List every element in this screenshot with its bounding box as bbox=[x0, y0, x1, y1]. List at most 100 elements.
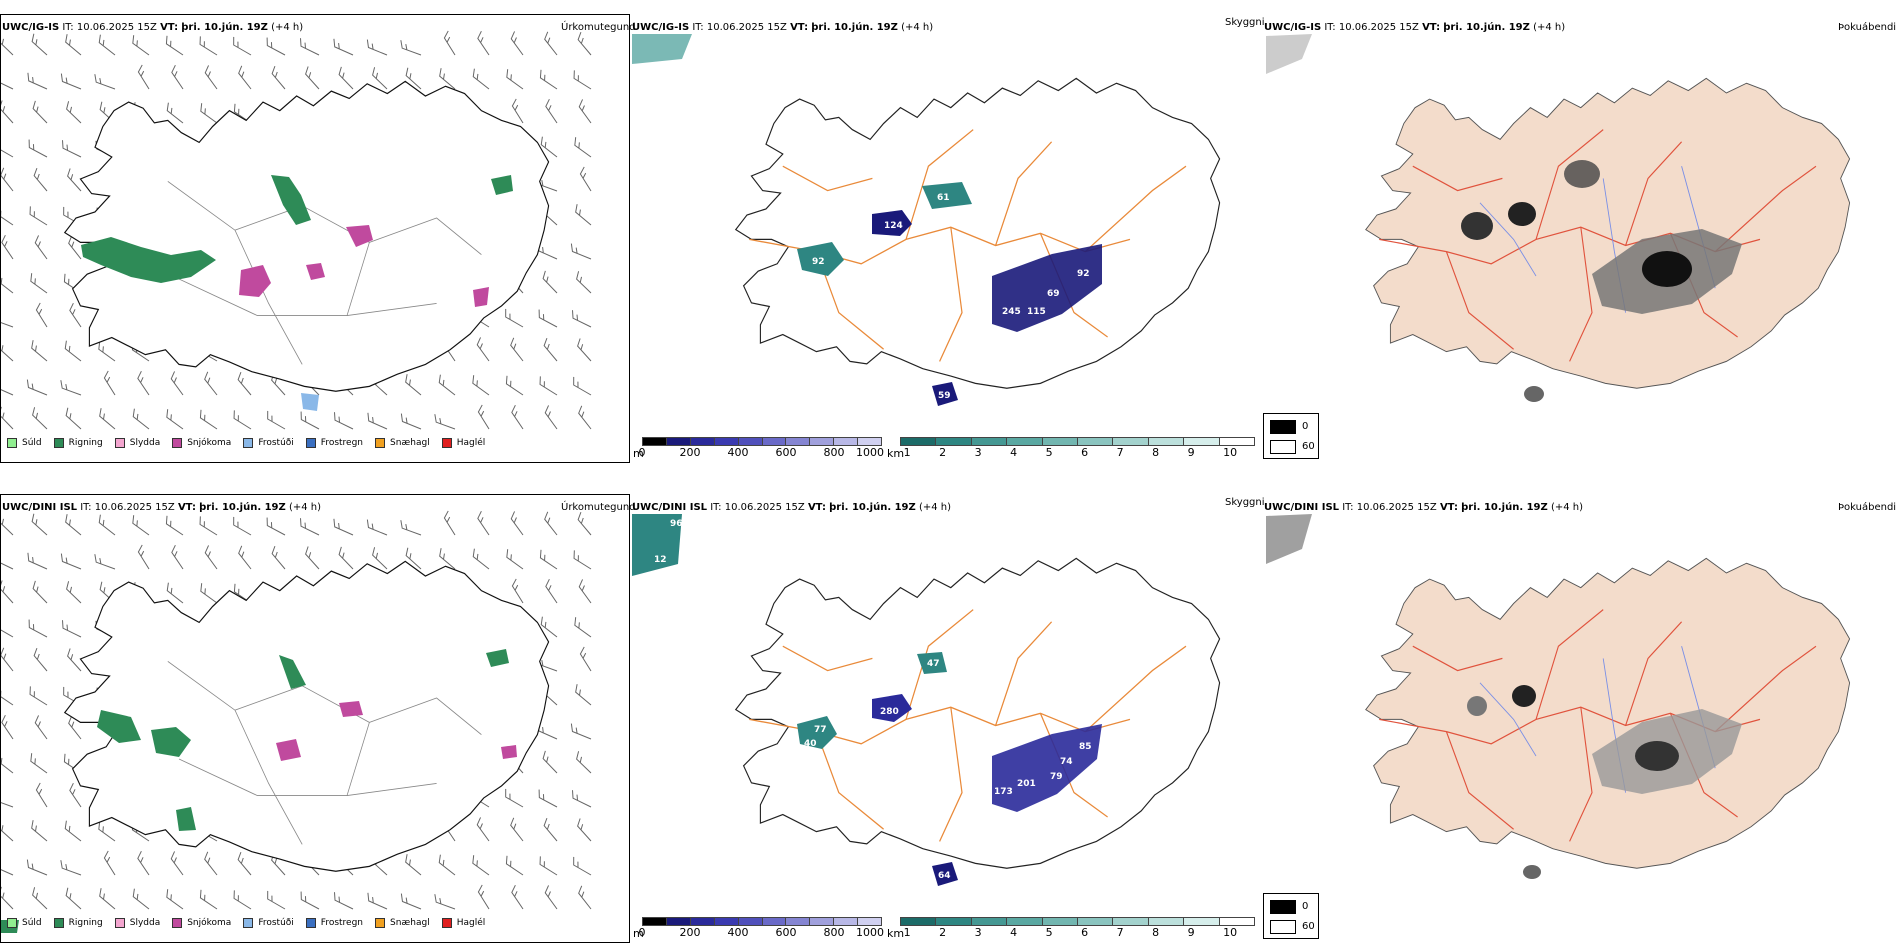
wind-barb bbox=[1, 138, 14, 158]
ceiling-tick: 1000 bbox=[856, 446, 884, 459]
snow-area bbox=[473, 287, 489, 307]
wind-barb bbox=[1, 858, 14, 876]
wind-barb bbox=[137, 370, 150, 396]
wind-barb bbox=[132, 515, 150, 536]
wind-barb bbox=[34, 715, 48, 740]
wind-barb bbox=[505, 375, 524, 396]
wind-barb bbox=[544, 885, 558, 910]
wind-barb bbox=[573, 70, 592, 90]
vis-tick: 2 bbox=[939, 446, 947, 459]
fog-area bbox=[1642, 251, 1692, 287]
cloud-ceiling-map: 96 12 47 77 40 280 85 74 79 201 173 64 m… bbox=[632, 494, 1262, 944]
wind-barb bbox=[540, 136, 558, 158]
wind-barb bbox=[166, 582, 184, 604]
wind-barb bbox=[472, 548, 490, 570]
wind-barb bbox=[576, 271, 592, 294]
wind-barb bbox=[1, 819, 14, 842]
wind-barb bbox=[98, 34, 116, 56]
wind-barb bbox=[137, 544, 150, 570]
vis-tick: 1 bbox=[903, 446, 911, 459]
wind-barb bbox=[477, 884, 490, 910]
visibility-colorbar: 1 2 3 4 5 6 7 8 9 10 bbox=[900, 917, 1255, 939]
legend-item-snjokoma: Snjókoma bbox=[172, 438, 231, 448]
wind-barb bbox=[67, 168, 82, 192]
ceiling-label: 280 bbox=[880, 707, 899, 717]
vis-tick: 4 bbox=[1010, 446, 1018, 459]
cloud-ceiling-map: 124 61 92 69 245 115 92 59 m 0 200 400 6… bbox=[632, 14, 1262, 464]
wind-barb bbox=[476, 337, 490, 362]
vis-tick: 9 bbox=[1187, 926, 1195, 939]
vis-tick: 3 bbox=[974, 446, 982, 459]
wind-barb bbox=[476, 817, 490, 842]
wind-barb bbox=[132, 888, 150, 910]
ceiling-label: 124 bbox=[884, 221, 903, 231]
wind-barb bbox=[305, 546, 320, 570]
wind-barb bbox=[434, 894, 456, 910]
wind-barb bbox=[34, 235, 48, 260]
wind-barb bbox=[28, 139, 48, 158]
precip-areas bbox=[81, 175, 513, 411]
wind-barb bbox=[542, 270, 558, 294]
wind-barb bbox=[35, 782, 48, 808]
wind-barb bbox=[32, 580, 48, 604]
wind-barb bbox=[204, 65, 218, 90]
wind-barb bbox=[166, 409, 184, 430]
wind-barb bbox=[443, 510, 456, 536]
wind-barb bbox=[299, 38, 320, 56]
low-visibility-area bbox=[922, 182, 972, 209]
forecast-row-ig-is: UWC/IG-IS IT: 10.06.2025 15Z VT: þri. 10… bbox=[0, 0, 1900, 470]
wind-barb bbox=[98, 821, 116, 842]
rain-area bbox=[271, 175, 311, 225]
ceiling-tick: 0 bbox=[638, 926, 646, 939]
wind-barb bbox=[505, 788, 524, 808]
wind-barb bbox=[542, 750, 558, 774]
legend-item-sudd: Súld bbox=[7, 438, 42, 448]
wind-barb bbox=[28, 619, 48, 638]
wind-barb bbox=[510, 511, 524, 536]
wind-barb bbox=[338, 66, 354, 90]
wind-barb bbox=[66, 101, 82, 124]
wind-barb bbox=[64, 340, 82, 362]
wind-barb bbox=[132, 35, 150, 56]
iceland-outline bbox=[735, 557, 1221, 869]
fog-areas bbox=[1467, 685, 1742, 879]
wind-barb bbox=[204, 545, 218, 570]
wind-barb bbox=[237, 371, 252, 396]
ceiling-label: 96 bbox=[670, 519, 683, 529]
wind-barb bbox=[103, 370, 116, 396]
snow-area bbox=[276, 739, 301, 761]
snow-area bbox=[339, 701, 363, 717]
precip-areas bbox=[1, 649, 517, 933]
wind-barb bbox=[400, 893, 422, 910]
wind-barb bbox=[405, 67, 422, 90]
wind-barb bbox=[338, 546, 354, 570]
wind-barb bbox=[333, 412, 354, 430]
wind-barb bbox=[579, 646, 592, 672]
wind-barb bbox=[64, 820, 82, 842]
precip-map-svg bbox=[1, 30, 592, 430]
wind-barb bbox=[267, 410, 286, 430]
fog-legend: 0 60 bbox=[1263, 413, 1319, 459]
ceiling-label: 245 bbox=[1002, 307, 1021, 317]
roads bbox=[749, 129, 1187, 362]
low-ceiling-area bbox=[932, 382, 958, 406]
ceiling-label: 47 bbox=[927, 659, 940, 669]
iceland-outline bbox=[64, 560, 550, 872]
ceiling-label: 92 bbox=[1077, 269, 1090, 279]
wind-barb bbox=[477, 510, 490, 536]
fog-legend: 0 60 bbox=[1263, 893, 1319, 939]
wind-barb bbox=[571, 310, 592, 328]
ceiling-tick: 800 bbox=[823, 446, 845, 459]
fog-area bbox=[1508, 202, 1536, 226]
wind-barb bbox=[506, 69, 524, 90]
low-visibility-area bbox=[797, 242, 844, 276]
wind-barb bbox=[1, 714, 14, 740]
precip-title: Úrkomutegund bbox=[561, 502, 636, 513]
wind-barb bbox=[438, 374, 456, 396]
roads bbox=[167, 661, 482, 845]
rain-area bbox=[97, 710, 141, 743]
wind-barb bbox=[27, 552, 48, 570]
wind-barb bbox=[233, 36, 252, 56]
wind-barb bbox=[98, 514, 116, 536]
precip-header: UWC/IG-IS IT: 10.06.2025 15Z VT: þri. 10… bbox=[2, 22, 304, 33]
